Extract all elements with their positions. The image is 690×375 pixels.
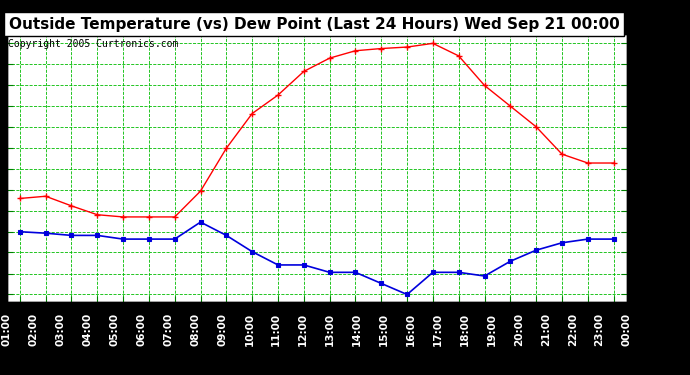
Text: 10:00: 10:00 (244, 313, 255, 346)
Text: 00:00: 00:00 (622, 313, 631, 346)
Text: 13:00: 13:00 (325, 313, 335, 346)
Text: 12:00: 12:00 (298, 313, 308, 346)
Text: 17:00: 17:00 (433, 313, 443, 346)
Text: 02:00: 02:00 (29, 313, 39, 346)
Text: Outside Temperature (vs) Dew Point (Last 24 Hours) Wed Sep 21 00:00: Outside Temperature (vs) Dew Point (Last… (8, 17, 620, 32)
Text: 16:00: 16:00 (406, 313, 416, 346)
Text: Copyright 2005 Curtronics.com: Copyright 2005 Curtronics.com (8, 39, 179, 48)
Text: 06:00: 06:00 (137, 313, 146, 346)
Text: 15:00: 15:00 (379, 313, 389, 346)
Text: 09:00: 09:00 (217, 313, 228, 346)
Text: 11:00: 11:00 (271, 313, 282, 346)
Text: 23:00: 23:00 (595, 313, 604, 346)
Text: 08:00: 08:00 (190, 313, 201, 346)
Text: 01:00: 01:00 (2, 313, 12, 346)
Text: 19:00: 19:00 (487, 313, 497, 346)
Text: 14:00: 14:00 (352, 313, 362, 346)
Text: Outside Temperature (vs) Dew Point (Last 24 Hours) Wed Sep 21 00:00: Outside Temperature (vs) Dew Point (Last… (39, 10, 651, 25)
Text: 18:00: 18:00 (460, 313, 470, 346)
Text: 21:00: 21:00 (541, 313, 551, 346)
Text: 04:00: 04:00 (83, 313, 92, 346)
Text: 07:00: 07:00 (164, 313, 174, 346)
Text: 05:00: 05:00 (110, 313, 119, 346)
Text: 20:00: 20:00 (514, 313, 524, 346)
Text: 03:00: 03:00 (56, 313, 66, 346)
Text: 22:00: 22:00 (568, 313, 578, 346)
